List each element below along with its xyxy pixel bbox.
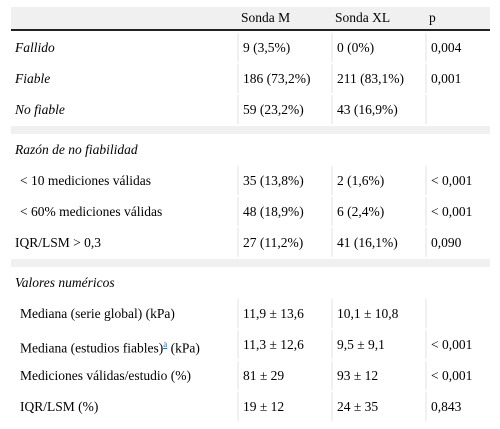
- cell-sonda-m: 48 (18,9%): [239, 197, 331, 226]
- cell-sonda-m: 11,9 ± 13,6: [239, 299, 331, 328]
- cell-sonda-xl: 2 (1,6%): [333, 166, 425, 195]
- table-row: No fiable 59 (23,2%) 43 (16,9%): [11, 93, 490, 124]
- cell-sonda-xl: 9,5 ± 9,1: [333, 330, 425, 359]
- cell-sonda-xl: 6 (2,4%): [333, 197, 425, 226]
- cell-p: < 0,001: [427, 197, 490, 226]
- table-row: < 60% mediciones válidas 48 (18,9%) 6 (2…: [11, 195, 490, 226]
- row-label: Fallido: [11, 33, 237, 62]
- row-label: IQR/LSM > 0,3: [11, 228, 237, 257]
- table-header: Sonda M Sonda XL p: [11, 7, 490, 31]
- header-sonda-m: Sonda M: [241, 10, 291, 25]
- cell-sonda-m: 59 (23,2%): [239, 95, 331, 124]
- row-label: < 60% mediciones válidas: [11, 197, 237, 226]
- header-p: p: [429, 10, 436, 25]
- row-label: Mediciones válidas/estudio (%): [11, 361, 237, 390]
- row-label-main: Mediana (estudios fiables): [20, 340, 164, 356]
- table-row: IQR/LSM > 0,3 27 (11,2%) 41 (16,1%) 0,09…: [11, 226, 490, 257]
- section-spacer: [11, 124, 490, 134]
- section-heading: Razón de no fiabilidad: [11, 134, 490, 164]
- cell-sonda-m: 35 (13,8%): [239, 166, 331, 195]
- cell-sonda-m: 27 (11,2%): [239, 228, 331, 257]
- cell-p: [427, 299, 490, 328]
- cell-sonda-xl: 43 (16,9%): [333, 95, 425, 124]
- row-label-unit: (kPa): [167, 340, 200, 356]
- row-label: Mediana (serie global) (kPa): [11, 299, 237, 328]
- section-spacer: [11, 257, 490, 267]
- header-sonda-xl: Sonda XL: [335, 10, 391, 25]
- cell-p: 0,004: [427, 33, 490, 62]
- row-label: < 10 mediciones válidas: [11, 166, 237, 195]
- cell-sonda-xl: 0 (0%): [333, 33, 425, 62]
- table-row: IQR/LSM (%) 19 ± 12 24 ± 35 0,843: [11, 390, 490, 421]
- cell-p: < 0,001: [427, 361, 490, 390]
- table-row: Fallido 9 (3,5%) 0 (0%) 0,004: [11, 31, 490, 62]
- table-row: < 10 mediciones válidas 35 (13,8%) 2 (1,…: [11, 164, 490, 195]
- cell-sonda-m: 81 ± 29: [239, 361, 331, 390]
- row-label: No fiable: [11, 95, 237, 124]
- cell-p: < 0,001: [427, 166, 490, 195]
- row-label: Mediana (estudios fiables)a (kPa): [11, 330, 237, 359]
- cell-sonda-xl: 93 ± 12: [333, 361, 425, 390]
- cell-sonda-m: 11,3 ± 12,6: [239, 330, 331, 359]
- table-row: Mediana (serie global) (kPa) 11,9 ± 13,6…: [11, 297, 490, 328]
- section-title: Razón de no fiabilidad: [15, 142, 138, 157]
- cell-sonda-xl: 10,1 ± 10,8: [333, 299, 425, 328]
- cell-p: [427, 95, 490, 124]
- cell-p: 0,001: [427, 64, 490, 93]
- table-row: Mediciones válidas/estudio (%) 81 ± 29 9…: [11, 359, 490, 390]
- cell-sonda-xl: 211 (83,1%): [333, 64, 425, 93]
- comparison-table: Sonda M Sonda XL p Fallido 9 (3,5%) 0 (0…: [11, 7, 490, 421]
- footnote-link[interactable]: a: [163, 339, 168, 349]
- cell-p: 0,090: [427, 228, 490, 257]
- cell-sonda-m: 186 (73,2%): [239, 64, 331, 93]
- cell-sonda-m: 19 ± 12: [239, 392, 331, 421]
- section-title: Valores numéricos: [15, 275, 115, 290]
- cell-p: < 0,001: [427, 330, 490, 359]
- cell-sonda-xl: 41 (16,1%): [333, 228, 425, 257]
- cell-sonda-m: 9 (3,5%): [239, 33, 331, 62]
- table-row: Fiable 186 (73,2%) 211 (83,1%) 0,001: [11, 62, 490, 93]
- cell-sonda-xl: 24 ± 35: [333, 392, 425, 421]
- cell-p: 0,843: [427, 392, 490, 421]
- row-label: Fiable: [11, 64, 237, 93]
- row-label: IQR/LSM (%): [11, 392, 237, 421]
- section-heading: Valores numéricos: [11, 267, 490, 297]
- table-row: Mediana (estudios fiables)a (kPa) 11,3 ±…: [11, 328, 490, 359]
